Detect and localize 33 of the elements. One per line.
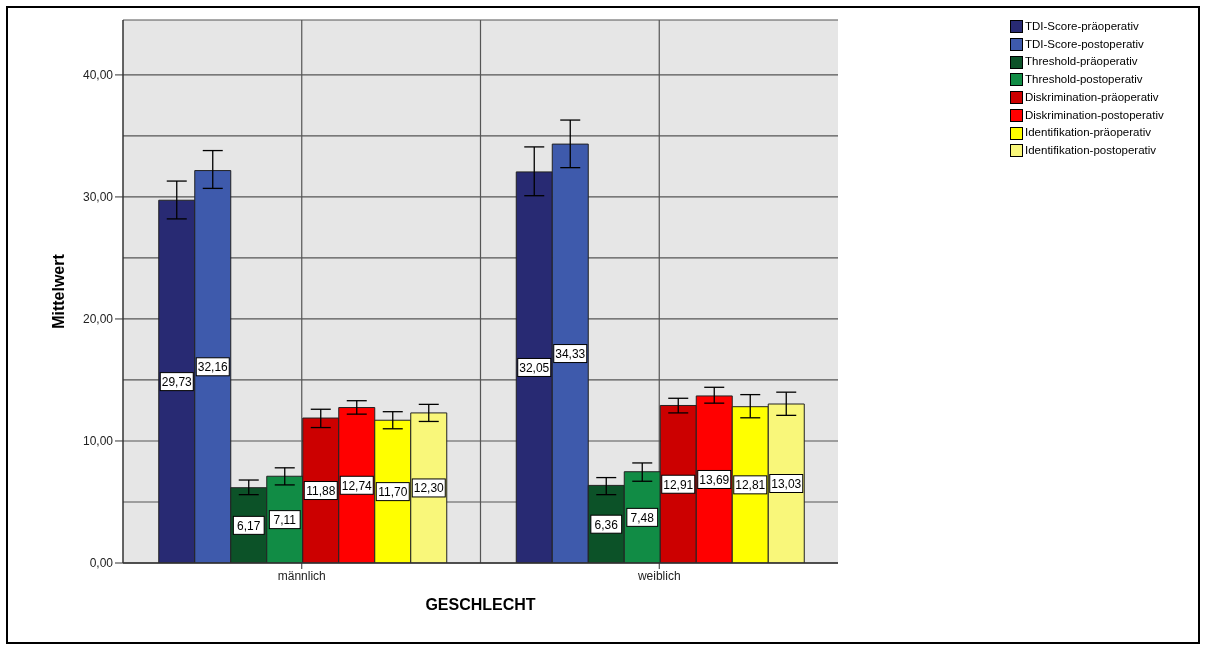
data-label: 12,30 — [413, 481, 445, 496]
y-tick-label: 20,00 — [82, 311, 114, 326]
data-label: 11,70 — [378, 485, 408, 500]
data-label: 34,33 — [555, 347, 586, 362]
legend-label: Diskrimination-präoperativ — [1025, 89, 1159, 105]
data-label: 6,36 — [594, 517, 619, 532]
data-label: 12,81 — [735, 478, 766, 493]
data-label: 7,48 — [630, 510, 655, 525]
legend-label: Threshold-postoperativ — [1025, 72, 1143, 88]
legend-label: Threshold-präoperativ — [1025, 54, 1138, 70]
y-axis-title: Mittelwert — [49, 253, 67, 329]
data-label: 13,69 — [699, 472, 730, 487]
data-label: 6,17 — [237, 518, 261, 533]
x-axis-title: GESCHLECHT — [425, 596, 536, 613]
y-tick-label: 0,00 — [89, 556, 114, 570]
legend-label: Diskrimination-postoperativ — [1025, 107, 1164, 123]
legend-label: Identifikation-postoperativ — [1025, 142, 1157, 158]
x-tick-label: weiblich — [636, 568, 681, 583]
data-label: 29,73 — [161, 375, 193, 390]
data-label: 12,74 — [341, 478, 373, 493]
y-tick-label: 10,00 — [82, 433, 114, 448]
data-label: 13,03 — [771, 477, 802, 491]
data-label: 32,05 — [519, 360, 550, 375]
data-label: 11,88 — [306, 484, 336, 499]
y-tick-label: 40,00 — [82, 67, 114, 82]
legend-label: TDI-Score-präoperativ — [1025, 19, 1139, 34]
legend-label: Identifikation-präoperativ — [1025, 125, 1151, 141]
data-label: 32,16 — [197, 360, 229, 375]
y-tick-label: 30,00 — [82, 189, 114, 204]
legend-label: TDI-Score-postoperativ — [1025, 36, 1144, 52]
data-label: 12,91 — [663, 477, 694, 492]
x-tick-label: männlich — [277, 568, 326, 583]
data-label: 7,11 — [273, 513, 297, 528]
